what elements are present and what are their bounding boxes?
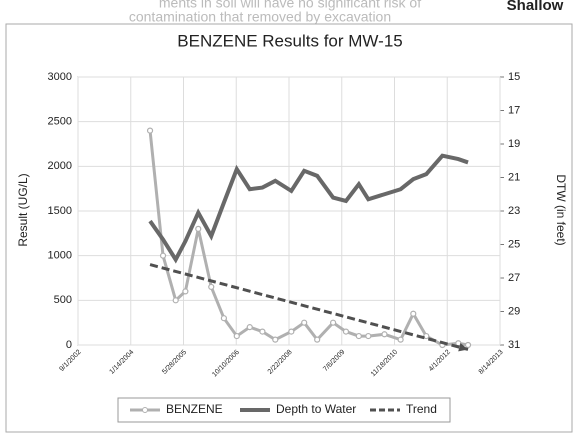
data-point	[172, 297, 179, 304]
y-tick-label: 2000	[48, 160, 72, 172]
data-point	[397, 336, 404, 343]
y-tick-label: 1500	[48, 205, 72, 217]
y-tick-label: 3000	[48, 71, 72, 83]
data-point	[233, 332, 240, 340]
y2-tick-label: 31	[508, 339, 520, 351]
y2-tick-label: 19	[508, 138, 520, 150]
chart-title: BENZENE Results for MW-15	[177, 31, 402, 50]
data-point	[314, 336, 321, 343]
data-point	[246, 324, 253, 331]
y-axis-label: Result (UG/L)	[16, 173, 30, 246]
data-point	[301, 319, 308, 326]
header-label: Shallow	[507, 0, 564, 14]
data-point	[208, 283, 215, 291]
data-point	[288, 328, 295, 335]
data-point	[381, 331, 388, 338]
y2-tick-label: 17	[508, 104, 520, 116]
y-tick-label: 2500	[48, 116, 72, 128]
y-tick-label: 500	[54, 294, 72, 306]
y2-tick-label: 29	[508, 305, 520, 317]
legend-marker	[142, 407, 148, 413]
y-tick-label: 1000	[48, 250, 72, 262]
y2-tick-label: 23	[508, 205, 520, 217]
header-text: ments in soil will have no significant r…	[159, 0, 421, 11]
legend-label: Depth to Water	[276, 402, 356, 416]
y2-tick-label: 27	[508, 272, 520, 284]
y2-tick-label: 25	[508, 238, 520, 250]
data-point	[220, 315, 228, 322]
data-point	[195, 225, 202, 232]
data-point	[146, 127, 154, 134]
data-point	[259, 328, 266, 335]
y2-axis-label: DTW (in feet)	[554, 174, 568, 245]
legend-label: BENZENE	[166, 402, 223, 416]
y-tick-label: 0	[66, 339, 72, 351]
y2-tick-label: 15	[508, 71, 520, 83]
data-point	[464, 341, 472, 349]
legend-label: Trend	[406, 402, 437, 416]
legend-box	[117, 397, 451, 423]
data-point	[423, 332, 430, 340]
data-point	[365, 332, 372, 340]
series-line	[149, 263, 469, 351]
trend-arrow	[458, 342, 469, 352]
header-text: contamination that removed by excavation	[129, 9, 391, 25]
series-line	[148, 153, 469, 264]
data-point	[355, 332, 362, 340]
data-point	[272, 336, 279, 343]
data-point	[410, 310, 417, 317]
data-point	[182, 288, 189, 295]
data-point	[159, 252, 167, 259]
data-point	[342, 328, 350, 335]
y2-tick-label: 21	[508, 171, 520, 183]
data-point	[329, 319, 337, 326]
